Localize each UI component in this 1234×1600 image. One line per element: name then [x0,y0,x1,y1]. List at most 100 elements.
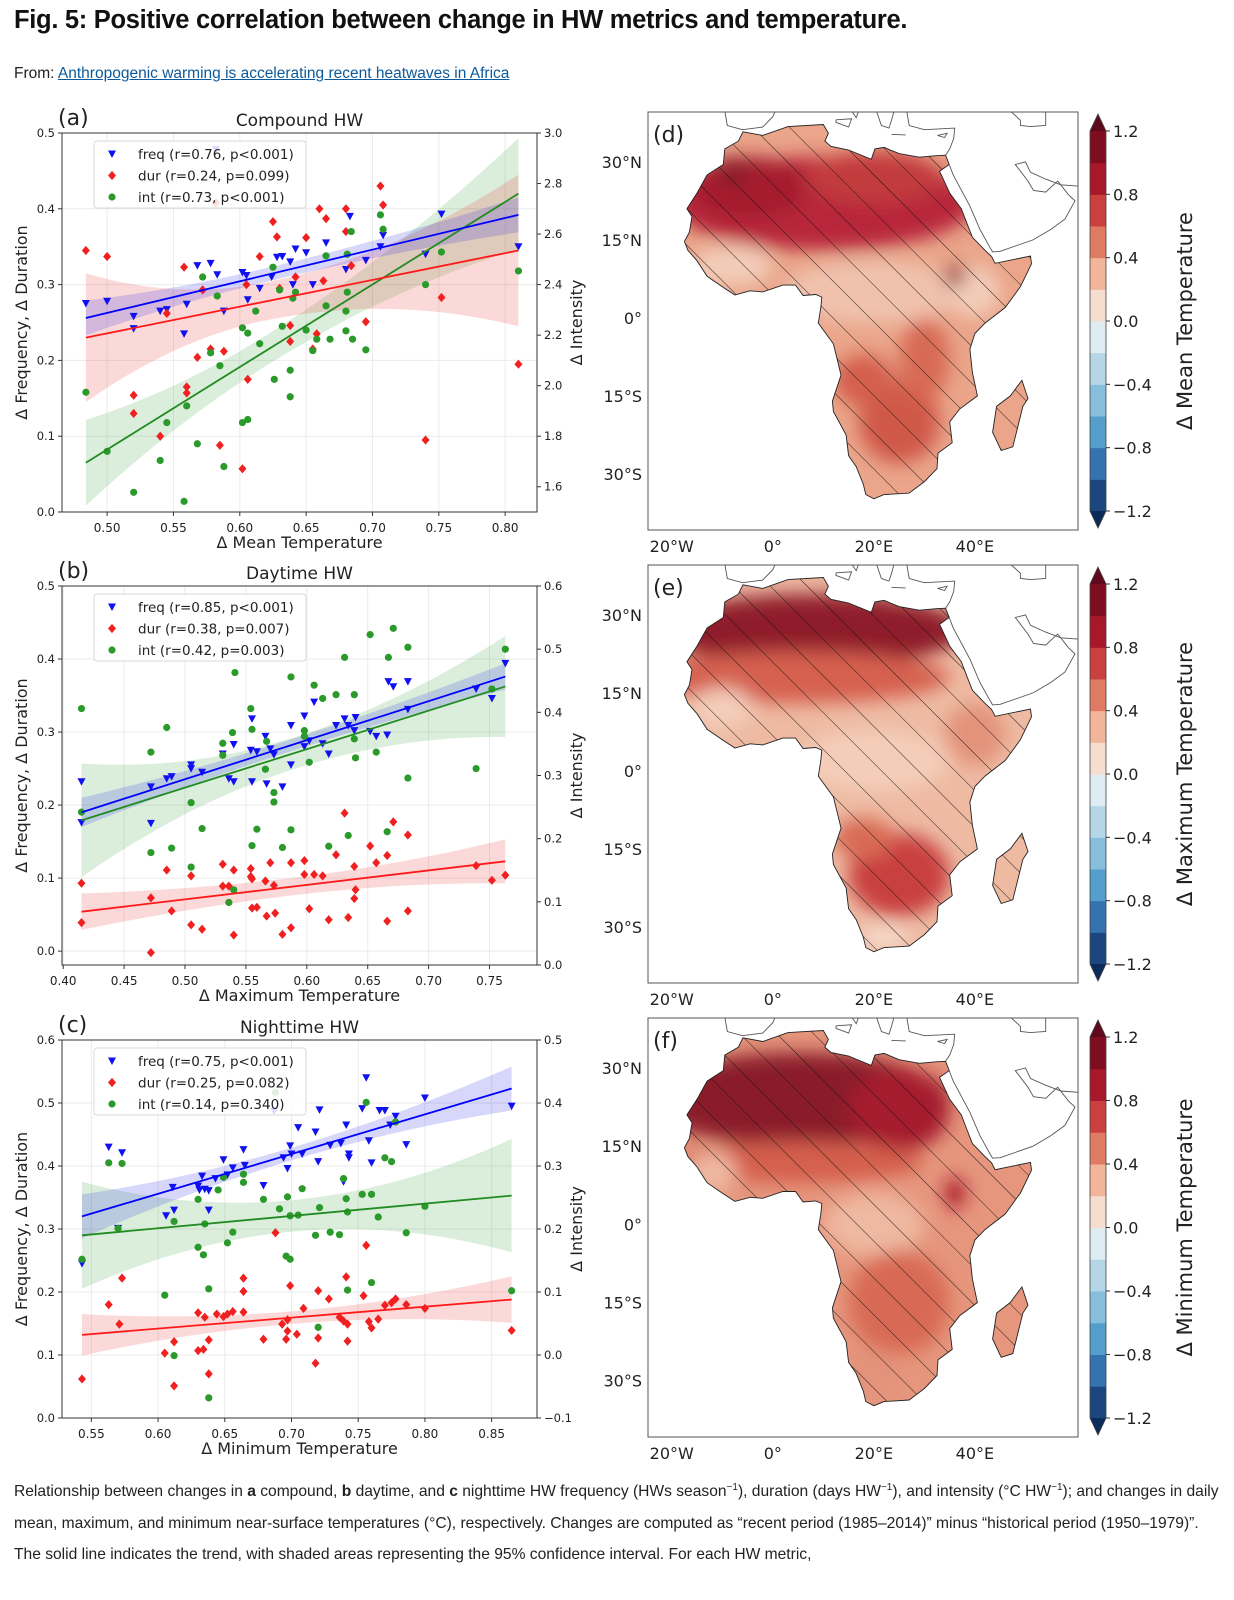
freq-point [358,1105,367,1113]
freq-point [81,300,90,308]
int-confidence-band [81,635,506,878]
panel-label: (d) [653,123,684,148]
colorbar-level [1090,837,1106,870]
legend: freq (r=0.85, p<0.001) dur (r=0.38, p=0.0… [93,593,307,662]
coastline [891,133,906,136]
legend-dur-marker [108,623,116,634]
coastline [937,132,949,139]
freq-point [342,1121,351,1130]
dur-point [204,1335,213,1345]
y-right-tick-label: 0.0 [544,1348,562,1362]
colorbar-level [1090,1259,1106,1292]
x-tick-label: 0.70 [359,521,386,535]
freq-point [198,1172,207,1181]
freq-point [229,778,238,786]
int-point [326,1228,334,1236]
latitude-label: 30°N [602,1059,642,1078]
y-right-tick-label: 0.5 [544,642,562,656]
int-point [193,440,201,448]
int-point [437,248,446,256]
dur-confidence-band [85,174,519,403]
int-point [389,624,397,632]
x-tick-label: 0.75 [425,521,452,535]
freq-point [294,1124,303,1132]
dur-point [364,1317,373,1327]
freq-point [344,721,353,730]
y-tick-label: 0.1 [37,1348,55,1362]
freq-point [238,268,247,277]
int-point [339,1175,348,1183]
from-label: From: [14,65,58,82]
panel-title: Compound HW [236,111,364,131]
int-point [372,748,380,756]
dur-point [403,830,412,840]
y-tick-label: 0.0 [37,505,55,519]
dur-point [228,1306,237,1317]
dur-point [286,320,295,331]
dur-point [200,1312,209,1322]
legend-box [93,593,307,662]
dur-point [315,204,324,214]
int-point [147,748,155,756]
coastline [835,571,853,581]
colorbar-level [1090,1227,1106,1260]
int-point [319,694,327,703]
int-point [248,842,256,850]
int-point [275,286,284,294]
legend-freq-marker [108,1057,116,1065]
int-point [342,307,350,315]
dur-point [198,924,207,934]
dur-point [514,359,523,369]
colorbar-tick-label: 0.8 [1113,185,1138,204]
dur-point [300,855,309,866]
freq-point [314,1158,323,1166]
panel-label: (a) [58,106,89,131]
dur-point [118,1273,127,1283]
dur-point [182,388,191,398]
dur-point [314,1333,323,1343]
freq-point [193,262,202,270]
dur-point [77,878,86,888]
source-article-link[interactable]: Anthropogenic warming is accelerating re… [57,65,510,82]
y-right-tick-label: 0.3 [544,1159,562,1173]
longitude-label: 40°E [956,1444,994,1463]
colorbar-level [1090,1068,1106,1101]
dur-point [146,947,155,958]
dur-point [229,865,238,875]
coastline [876,1018,895,1035]
coastline [835,118,853,128]
dur-point [252,902,261,912]
latitude-label: 15°N [602,684,642,703]
coastline [937,1038,949,1045]
colorbar-level [1090,742,1106,775]
int-point [291,288,300,296]
dur-point [103,251,112,262]
int-point [170,1352,178,1360]
dur-point [372,858,381,868]
freq-point [367,1159,376,1167]
freq-point [336,1139,345,1148]
freq-point [283,1165,292,1173]
y-right-tick-label: 0.5 [544,1033,562,1047]
dur-point [359,1291,368,1301]
dur-point [170,1337,179,1347]
dur-point [219,346,228,356]
int-point [205,1285,213,1293]
dur-point [212,1309,221,1319]
int-point [310,681,318,689]
int-point [194,1195,202,1203]
longitude-label: 20°E [855,537,893,556]
dur-point [193,352,202,362]
colorbar-level [1090,162,1106,195]
freq-point [308,281,317,289]
freq-point [229,740,238,749]
int-point [286,366,294,374]
figure-canvas: 0.50 0.55 0.60 0.65 0.70 0.75 0.80 0.0 0.1 0.2 0.3… [12,106,1197,1463]
freq-point [420,1094,429,1102]
dur-point [156,431,165,441]
x-tick-label: 0.55 [160,521,187,535]
freq-point [384,678,393,686]
int-point [278,322,286,330]
legend: freq (r=0.75, p<0.001) dur (r=0.25, p=0.0… [93,1047,307,1116]
int-point [239,1170,248,1178]
